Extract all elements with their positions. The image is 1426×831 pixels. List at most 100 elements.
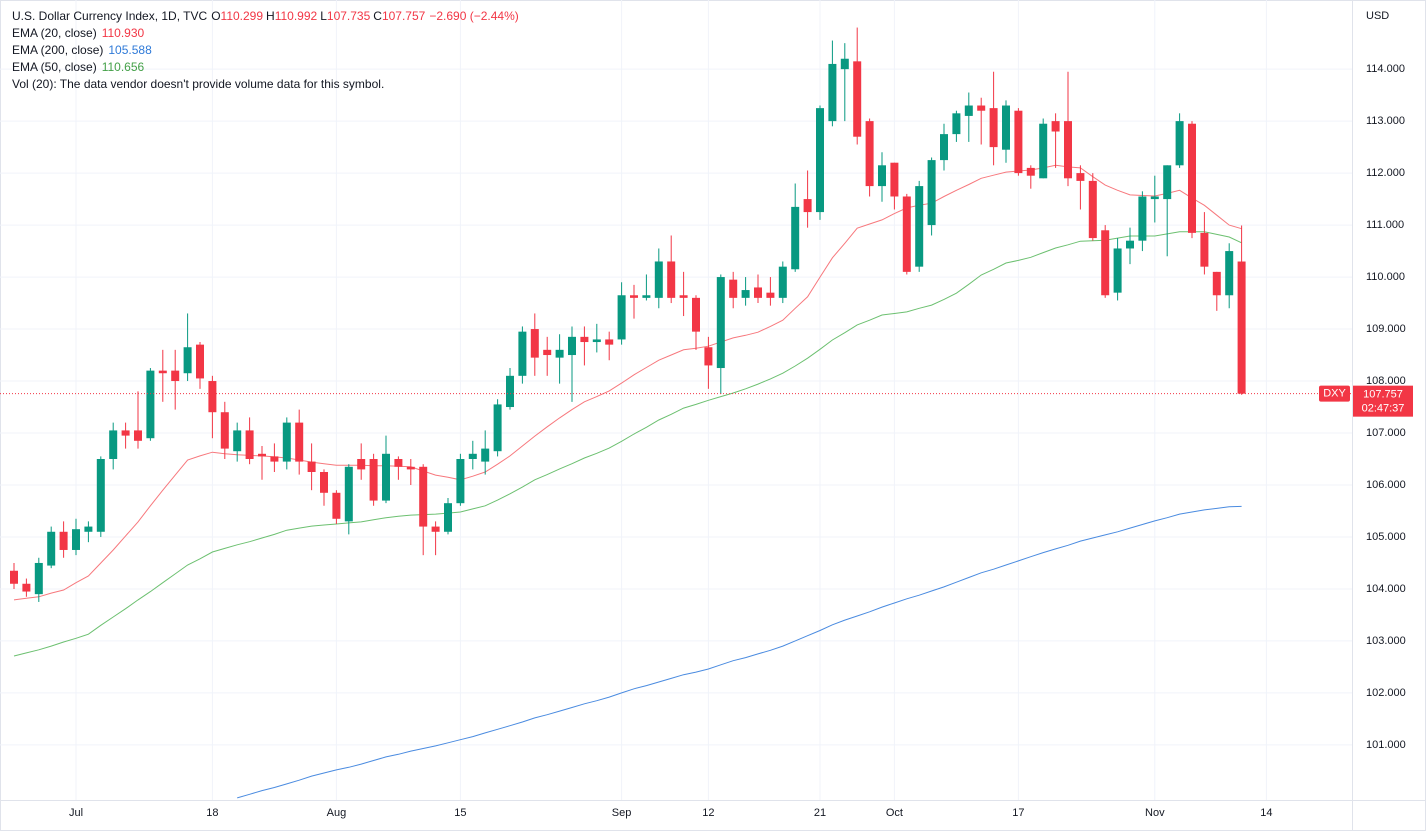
symbol-tag-bg: [1319, 385, 1350, 402]
candle-body: [1051, 121, 1060, 132]
y-tick-label: 103.000: [1366, 635, 1406, 647]
candle-body: [778, 266, 787, 298]
candle-body: [506, 375, 514, 408]
candle-body: [270, 456, 279, 462]
candle-body: [22, 583, 31, 592]
candle-body: [915, 186, 924, 267]
x-tick-label: Aug: [327, 807, 347, 819]
candle-body: [568, 336, 576, 356]
x-tick-label: 14: [1260, 807, 1272, 819]
candle-body: [989, 108, 998, 148]
candles: [10, 27, 1246, 602]
candle-body: [1237, 261, 1246, 394]
candle-body: [332, 492, 341, 519]
x-tick-label: Oct: [886, 807, 903, 819]
x-tick-label: 15: [454, 807, 466, 819]
x-tick-label: 12: [702, 807, 714, 819]
candle-body: [1002, 105, 1010, 150]
candle-body: [927, 160, 936, 226]
x-tick-label: 17: [1012, 807, 1024, 819]
candle-body: [754, 287, 762, 298]
currency: USD: [1366, 10, 1389, 22]
candle-body: [630, 295, 638, 298]
grid: [0, 0, 1352, 800]
x-tick-label: Sep: [612, 807, 632, 819]
ohlc-value: 110.992: [275, 9, 318, 23]
ohlc-key: H: [266, 9, 275, 23]
candle-body: [1064, 121, 1072, 179]
candle-body: [431, 526, 440, 532]
candle-body: [208, 381, 217, 413]
candle-body: [134, 430, 142, 441]
candle-body: [704, 347, 713, 366]
legend-entry: EMA (20, close) 110.930: [12, 26, 145, 40]
candle-body: [320, 471, 328, 493]
candle-body: [1188, 123, 1196, 233]
candle-body: [952, 113, 961, 135]
candle-body: [543, 349, 552, 356]
y-tick-label: 104.000: [1366, 583, 1406, 595]
candle-body: [245, 430, 254, 459]
candle-body: [1101, 230, 1110, 296]
ema-line: [13, 164, 1242, 601]
candle-body: [406, 466, 415, 470]
legend-value: 110.930: [102, 26, 145, 40]
candle-body: [865, 121, 874, 187]
y-tick-label: 106.000: [1366, 479, 1406, 491]
candle-body: [1014, 110, 1023, 174]
ema-line: [13, 231, 1242, 657]
candle-body: [1126, 240, 1134, 249]
price-tag-bg: [1353, 385, 1413, 417]
candle-body: [344, 466, 353, 522]
x-tick-label: 18: [206, 807, 218, 819]
candle-body: [741, 290, 750, 298]
legend-name: EMA (200, close): [12, 43, 103, 57]
candle-body: [481, 448, 490, 462]
candle-body: [468, 453, 477, 459]
y-tick-label: 110.000: [1366, 271, 1405, 283]
candle-body: [902, 196, 911, 272]
candle-body: [1175, 121, 1184, 166]
candle-body: [791, 206, 800, 270]
candle-body: [295, 422, 304, 462]
candle-body: [171, 370, 180, 382]
candle-body: [10, 570, 18, 584]
ohlc-value: 110.299: [221, 9, 264, 23]
candle-body: [1163, 165, 1172, 200]
candle-body: [369, 458, 378, 501]
ohlc-key: C: [373, 9, 382, 23]
ohlc-key: L: [320, 9, 327, 23]
y-tick-label: 101.000: [1366, 739, 1406, 751]
candle-body: [109, 430, 118, 459]
legend-entry: EMA (50, close) 110.656: [12, 60, 145, 74]
candle-body: [853, 61, 862, 137]
x-tick-label: 21: [814, 807, 826, 819]
legend-name: EMA (50, close): [12, 60, 97, 74]
candle-body: [803, 199, 812, 213]
volume-note: Vol (20): The data vendor doesn't provid…: [12, 77, 384, 91]
symbol-tag: DXY: [1323, 388, 1346, 400]
candle-body: [964, 105, 973, 116]
candle-body: [716, 277, 725, 369]
candle-body: [1088, 180, 1097, 239]
countdown: 02:47:37: [1362, 403, 1405, 415]
candle-body: [196, 344, 204, 379]
candle-body: [617, 295, 626, 340]
candle-body: [158, 370, 167, 374]
candle-body: [940, 134, 948, 161]
y-tick-label: 108.000: [1366, 375, 1406, 387]
candle-body: [1076, 173, 1085, 181]
candle-body: [121, 430, 130, 436]
candle-body: [1026, 167, 1035, 176]
candle-body: [357, 458, 366, 470]
candle-body: [977, 105, 986, 111]
indicators: [13, 164, 1242, 799]
candle-body: [419, 466, 428, 527]
candle-body: [34, 562, 43, 595]
x-tick-label: Nov: [1145, 807, 1165, 819]
candle-body: [555, 349, 564, 358]
candle-body: [679, 295, 688, 298]
y-tick-label: 114.000: [1366, 63, 1405, 75]
candle-body: [840, 58, 849, 70]
